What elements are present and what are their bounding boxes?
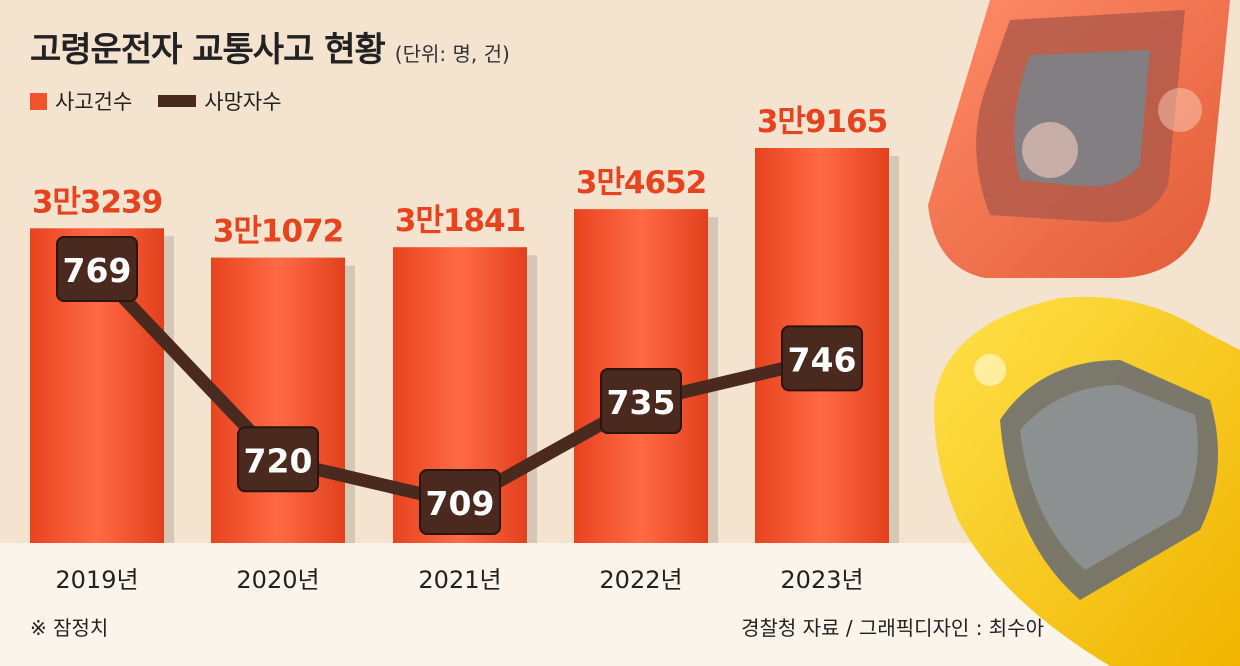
legend-bar-label: 사고건수	[55, 90, 133, 114]
legend: 사고건수 사망자수	[30, 86, 282, 116]
deaths-point-2019년	[56, 236, 138, 302]
x-tick-label: 2020년	[236, 566, 319, 594]
x-tick-label: 2021년	[418, 566, 501, 594]
legend-line-swatch	[158, 95, 197, 107]
deaths-point-2021년	[419, 469, 501, 535]
deaths-value-label: 746	[788, 340, 857, 379]
legend-bar-swatch	[30, 92, 47, 110]
source-credit: 경찰청 자료 / 그래픽디자인 : 최수아	[741, 616, 1044, 640]
deaths-value-label: 735	[607, 383, 676, 422]
deaths-point-2020년	[237, 426, 319, 493]
yellow-car-illustration	[934, 296, 1240, 666]
bar-value-label: 3만4652	[576, 165, 706, 201]
deaths-value-label: 709	[426, 484, 495, 523]
deaths-value-label: 769	[63, 251, 132, 290]
deaths-value-label: 720	[244, 441, 313, 480]
red-car-illustration	[928, 0, 1230, 278]
bar-2020년	[211, 257, 345, 543]
bar-value-label: 3만1072	[213, 214, 343, 250]
bar-value-label: 3만1841	[395, 203, 525, 239]
deaths-point-2022년	[600, 368, 682, 435]
legend-line-label: 사망자수	[204, 90, 282, 114]
bar-value-label: 3만9165	[757, 104, 887, 140]
deaths-point-2023년	[781, 325, 863, 392]
chart-title: 고령운전자 교통사고 현황 (단위: 명, 건)	[30, 30, 510, 70]
x-tick-label: 2019년	[55, 566, 138, 594]
x-tick-label: 2023년	[780, 566, 863, 594]
bar-value-label: 3만3239	[32, 184, 162, 220]
unit-label: (단위: 명, 건)	[394, 42, 510, 66]
x-tick-label: 2022년	[599, 566, 682, 594]
footnote: ※ 잠정치	[30, 616, 109, 640]
